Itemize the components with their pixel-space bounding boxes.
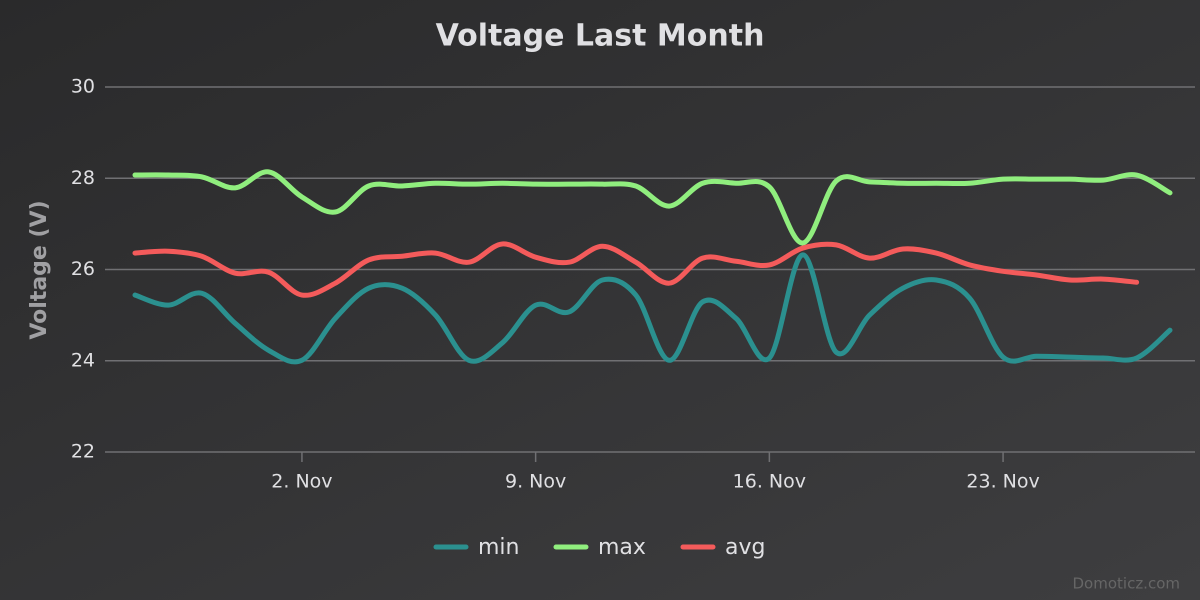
legend-label: min [478,535,520,560]
y-tick-label: 22 [71,441,95,463]
y-tick-label: 30 [71,76,95,98]
series-line [132,252,1173,365]
x-tick-label: 23. Nov [966,471,1039,493]
series-line [132,169,1173,246]
series-line [132,241,1140,298]
x-tick-label: 2. Nov [271,471,332,493]
credits: Domoticz.com [1073,575,1181,593]
y-tick-label: 28 [71,167,95,189]
legend-label: max [598,535,646,560]
x-tick-label: 9. Nov [505,471,566,493]
x-tick-label: 16. Nov [733,471,806,493]
chart-title: Voltage Last Month [436,19,765,54]
y-tick-label: 24 [71,349,95,371]
legend-label: avg [725,535,765,560]
y-axis-title: Voltage (V) [27,200,52,339]
y-tick-label: 26 [71,258,95,280]
